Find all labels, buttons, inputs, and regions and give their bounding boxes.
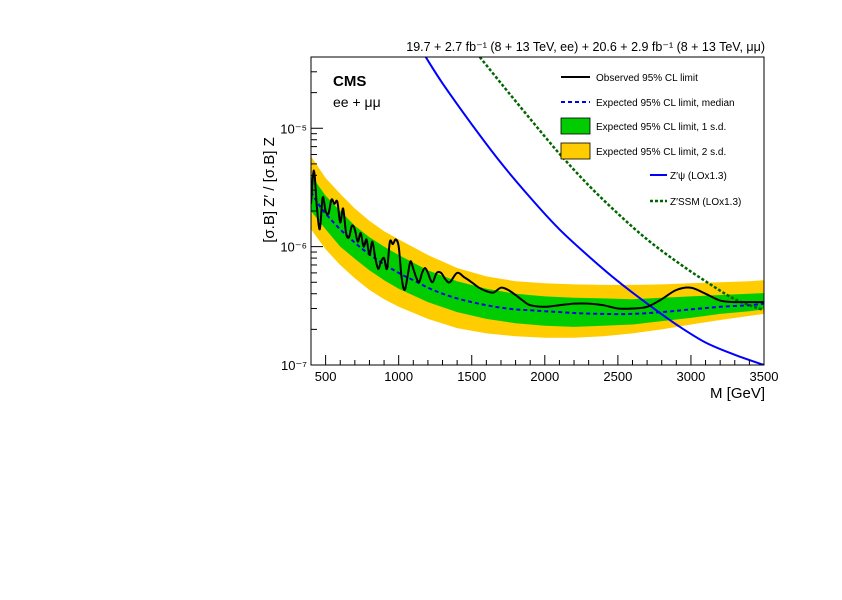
channel-label: ee + μμ bbox=[333, 94, 381, 110]
limit-curves bbox=[311, 57, 764, 365]
x-tick-label: 1000 bbox=[384, 369, 413, 384]
legend-label: Z′SSM (LOx1.3) bbox=[670, 197, 741, 208]
experiment-label: CMS bbox=[333, 73, 366, 90]
x-tick-label: 1500 bbox=[457, 369, 486, 384]
x-tick-label: 2500 bbox=[603, 369, 632, 384]
legend-label: Expected 95% CL limit, 1 s.d. bbox=[596, 122, 726, 133]
legend-label: Z′ψ (LOx1.3) bbox=[670, 171, 727, 182]
uncertainty-bands bbox=[311, 156, 764, 338]
legend-label: Expected 95% CL limit, median bbox=[596, 98, 735, 109]
x-axis-label: M [GeV] bbox=[710, 385, 765, 402]
x-tick-label: 500 bbox=[315, 369, 337, 384]
y-tick-label: 10⁻⁶ bbox=[280, 240, 307, 255]
luminosity-label: 19.7 + 2.7 fb⁻¹ (8 + 13 TeV, ee) + 20.6 … bbox=[406, 40, 765, 54]
y-axis: 10⁻⁷ 10⁻⁶ 10⁻⁵ bbox=[280, 56, 323, 373]
one-sigma-band bbox=[311, 175, 764, 327]
y-tick-label: 10⁻⁵ bbox=[280, 121, 307, 136]
y-tick-label: 10⁻⁷ bbox=[281, 358, 307, 373]
x-axis: 500 1000 1500 2000 2500 3000 3500 bbox=[310, 355, 779, 384]
legend: Observed 95% CL limit Expected 95% CL lim… bbox=[560, 73, 741, 208]
legend-label: Observed 95% CL limit bbox=[596, 73, 698, 84]
observed-limit-line bbox=[311, 169, 764, 310]
zprime-psi-line bbox=[424, 57, 764, 365]
legend-swatch bbox=[560, 117, 591, 135]
zprime-ssm-line bbox=[478, 57, 764, 312]
legend-label: Expected 95% CL limit, 2 s.d. bbox=[596, 147, 726, 158]
x-tick-label: 3000 bbox=[676, 369, 705, 384]
legend-swatch bbox=[560, 142, 591, 160]
y-axis-label: [σ.B] Z′ / [σ.B] Z bbox=[261, 137, 278, 243]
x-tick-label: 2000 bbox=[530, 369, 559, 384]
x-tick-label: 3500 bbox=[750, 369, 779, 384]
